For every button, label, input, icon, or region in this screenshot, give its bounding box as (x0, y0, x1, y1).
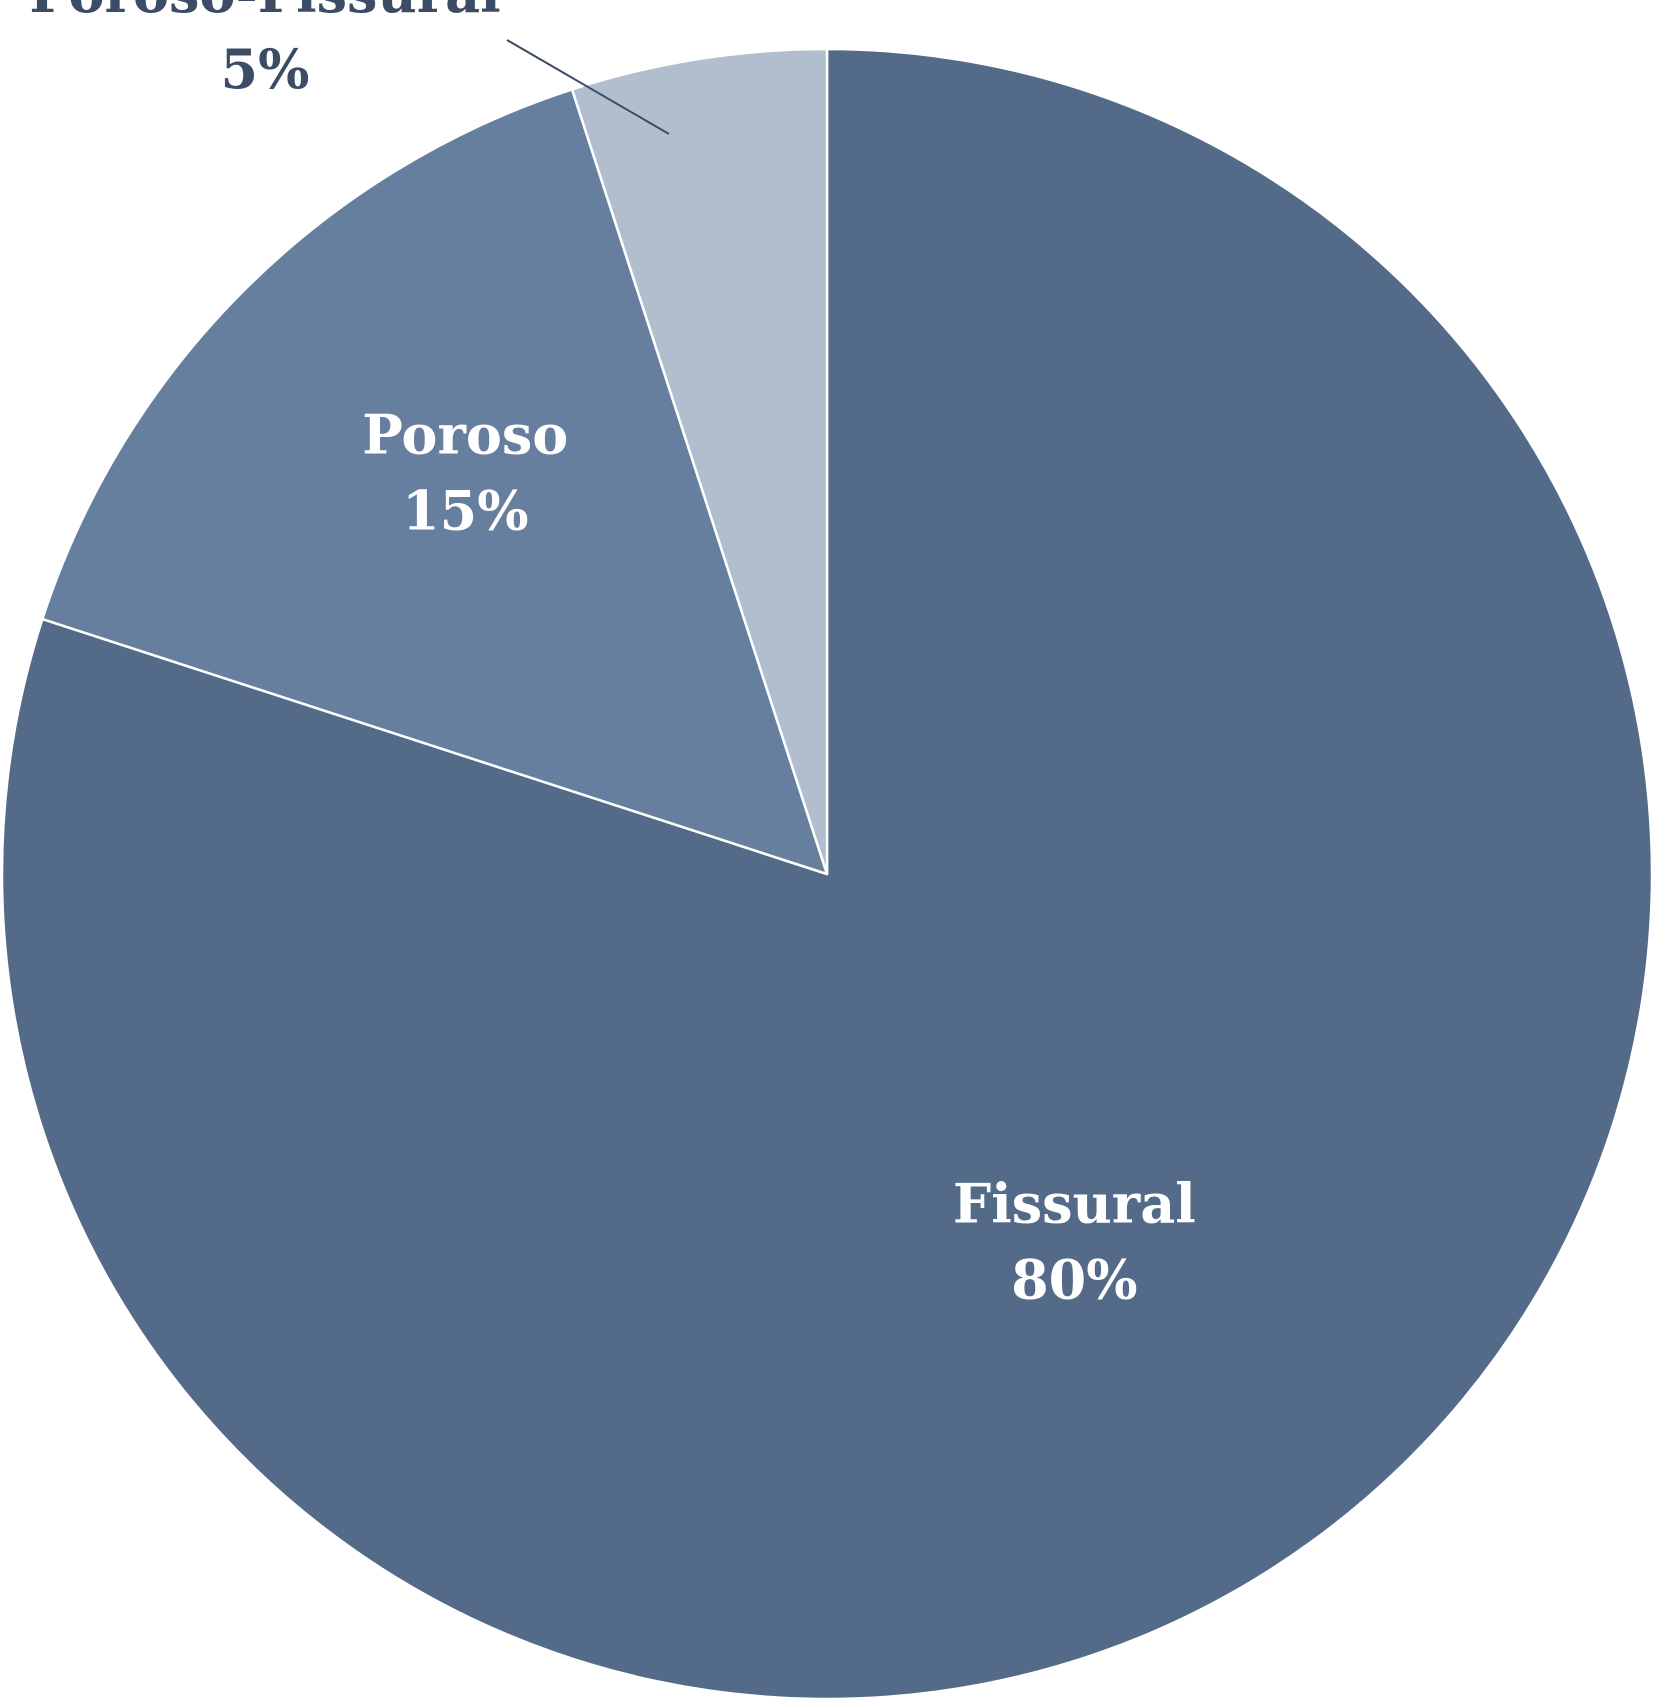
pie-slice-poroso-fissural (570, 47, 829, 876)
slice-label-value-fissural: 80% (1011, 1247, 1137, 1311)
pie-slice-poroso (41, 88, 829, 876)
leader-lines (506, 39, 670, 135)
slice-label-value-poroso-fissural: 5% (221, 37, 310, 101)
leader-line-poroso-fissural (506, 39, 670, 135)
slice-label-name-poroso-fissural: Poroso-Fissural (29, 0, 500, 25)
slice-label-value-poroso: 15% (402, 478, 528, 542)
slice-label-name-fissural: Fissural (953, 1171, 1196, 1235)
pie-slice-fissural (0, 47, 1654, 1701)
slice-label-name-poroso: Poroso (362, 402, 568, 466)
slice-labels: Fissural 80% Poroso 15% Poroso-Fissural 5% (29, 0, 1195, 1311)
pie-slices (0, 47, 1654, 1701)
